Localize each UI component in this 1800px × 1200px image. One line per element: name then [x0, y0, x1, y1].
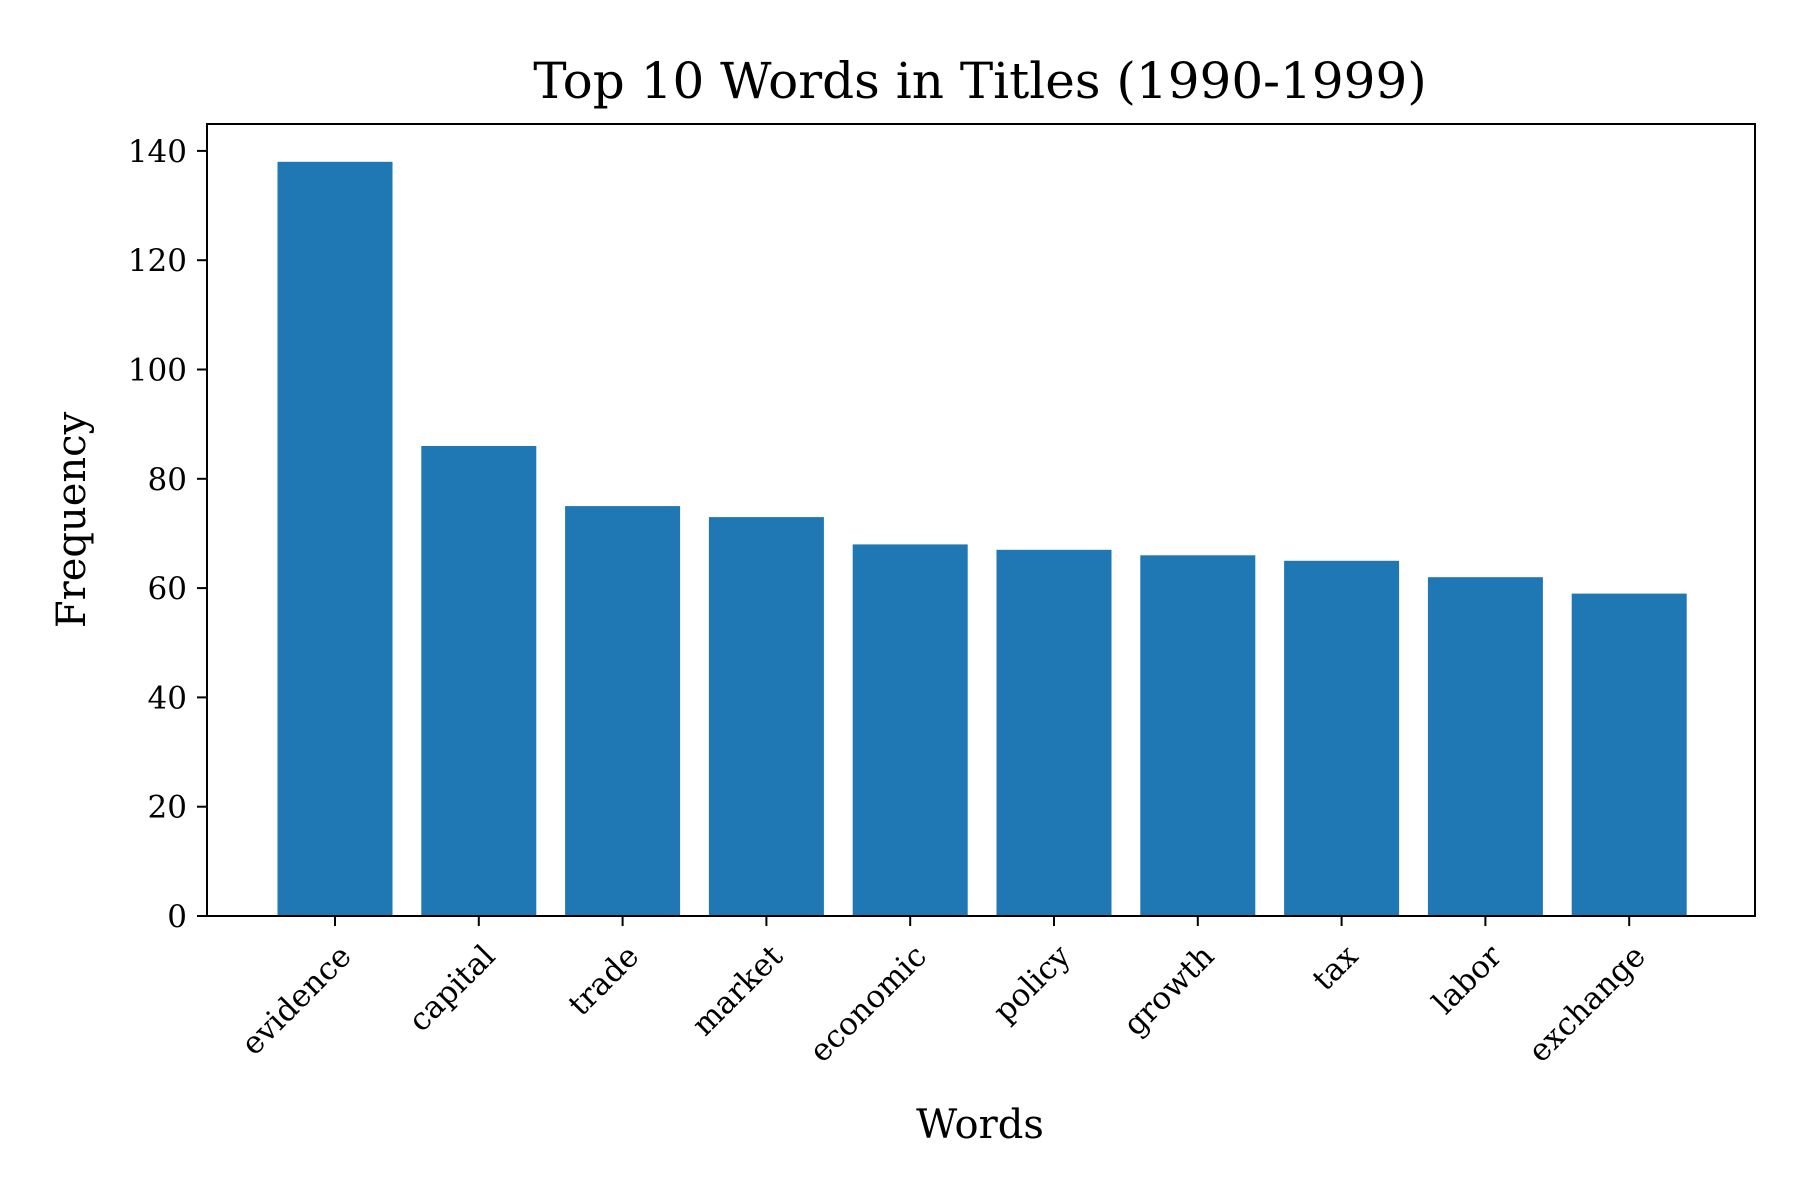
y-tick-label: 60: [148, 571, 187, 607]
bar-economic: [852, 544, 968, 916]
bar-market: [708, 517, 824, 916]
bar-exchange: [1571, 593, 1687, 916]
bar-capital: [421, 446, 537, 916]
bar-trade: [565, 506, 681, 916]
y-tick-label: 20: [148, 790, 187, 826]
bars-group: [277, 161, 1687, 917]
y-tick-label: 40: [148, 680, 187, 716]
bar-labor: [1427, 577, 1543, 916]
bar-policy: [996, 549, 1112, 916]
bar-tax: [1284, 560, 1400, 916]
y-tick-label: 0: [167, 899, 187, 935]
x-axis-label: Words: [916, 1102, 1044, 1148]
y-axis-label: Frequency: [49, 411, 95, 628]
y-tick-label: 140: [128, 134, 187, 170]
bar-evidence: [277, 161, 393, 917]
plot-frame: [206, 123, 1756, 917]
chart-title: Top 10 Words in Titles (1990-1999): [533, 52, 1427, 110]
y-tick-label: 120: [128, 243, 187, 279]
y-tick-label: 80: [148, 462, 187, 498]
y-tick-label: 100: [128, 353, 187, 389]
bar-growth: [1140, 555, 1256, 916]
y-axis-ticks: 0 20 40 60 80 100 120 140: [128, 134, 207, 935]
